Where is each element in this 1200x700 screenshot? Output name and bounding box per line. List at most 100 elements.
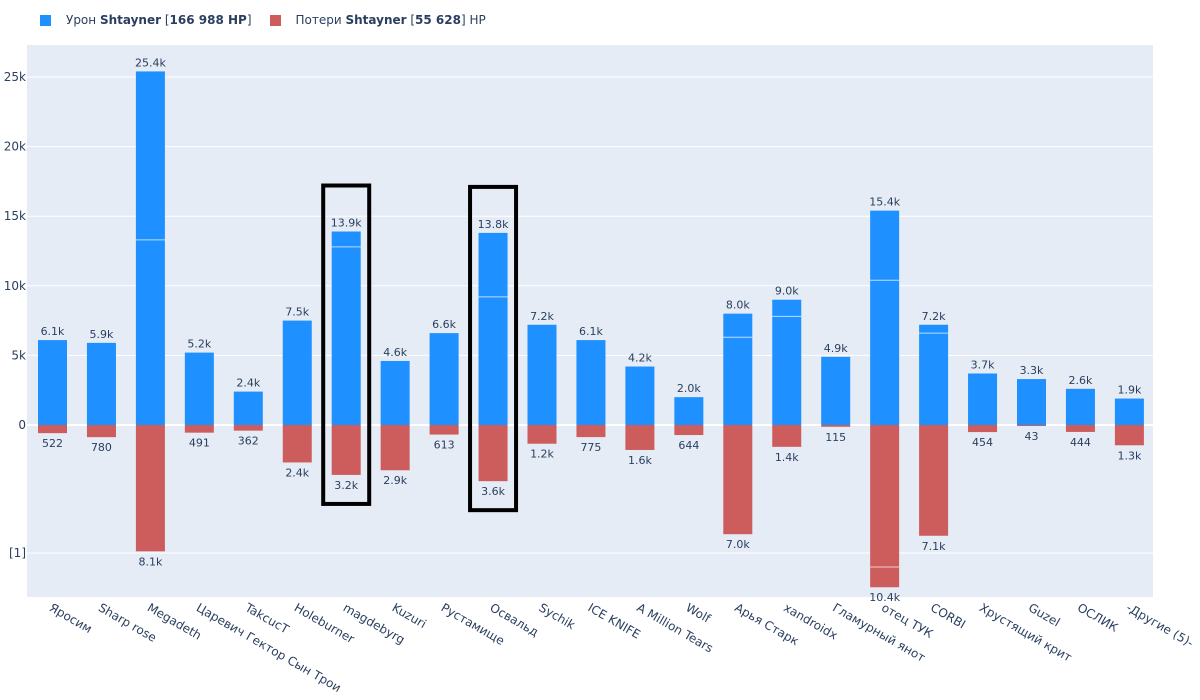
legend-swatch-losses — [269, 14, 281, 26]
highlight-boxes — [321, 183, 519, 513]
bar-losses[interactable] — [380, 425, 410, 471]
data-label-losses: 1.2k — [530, 448, 554, 461]
bar-losses[interactable] — [478, 425, 508, 482]
y-tick-label: 25k — [4, 70, 26, 84]
bar-damage[interactable] — [380, 360, 410, 425]
bar-damage[interactable] — [772, 299, 802, 425]
bar-damage[interactable] — [1114, 398, 1144, 425]
x-tick-label: Хрустящий крит — [977, 600, 1074, 664]
bar-losses[interactable] — [38, 425, 67, 434]
data-label-losses: 613 — [434, 439, 455, 452]
bar-losses[interactable] — [1114, 425, 1144, 446]
bar-losses[interactable] — [184, 425, 214, 433]
bar-losses[interactable] — [968, 425, 998, 433]
data-label-damage: 8.0k — [726, 299, 750, 312]
bar-losses[interactable] — [576, 425, 606, 438]
bar-damage[interactable] — [821, 356, 851, 425]
data-label-losses: 1.4k — [775, 451, 799, 464]
x-tick-label: CORBI — [928, 600, 968, 631]
y-tick-label: 15k — [4, 209, 26, 223]
legend-label-losses: Потери Shtayner [55 628] HP — [295, 13, 486, 27]
y-tick-label: 20k — [4, 140, 26, 154]
bar-damage[interactable] — [674, 397, 704, 425]
bar-losses[interactable] — [527, 425, 557, 444]
data-label-damage: 9.0k — [775, 285, 799, 298]
bar-losses[interactable] — [135, 425, 165, 552]
bar-damage[interactable] — [625, 366, 655, 425]
y-tick-label: 0 — [18, 418, 26, 432]
bar-damage[interactable] — [968, 373, 998, 425]
bar-damage[interactable] — [723, 313, 753, 425]
data-label-damage: 7.2k — [922, 310, 946, 323]
highlight-box — [321, 183, 372, 506]
data-label-losses: 3.2k — [334, 479, 358, 492]
bar-losses[interactable] — [919, 425, 949, 536]
bar-damage[interactable] — [1065, 388, 1095, 425]
x-tick-label: ICE KNIFE — [585, 600, 642, 641]
bar-damage[interactable] — [576, 340, 606, 425]
y-tick-label: 10k — [4, 279, 26, 293]
bar-losses[interactable] — [282, 425, 312, 463]
data-label-losses: 780 — [91, 441, 112, 454]
bar-damage[interactable] — [135, 71, 165, 425]
chart-legend: Урон Shtayner [166 988 HP] Потери Shtayn… — [40, 10, 504, 30]
bar-losses[interactable] — [86, 425, 116, 438]
bar-damage[interactable] — [38, 340, 67, 425]
bar-damage[interactable] — [282, 320, 312, 425]
data-label-damage: 3.7k — [971, 358, 995, 371]
data-label-losses: 362 — [238, 435, 259, 448]
data-label-damage: 7.2k — [530, 310, 554, 323]
bar-losses[interactable] — [870, 425, 900, 588]
data-label-damage: 1.9k — [1117, 384, 1141, 397]
bar-damage[interactable] — [919, 324, 949, 425]
bar-losses[interactable] — [331, 425, 361, 475]
data-label-damage: 4.9k — [824, 342, 848, 355]
data-label-losses: 3.6k — [481, 485, 505, 498]
bar-losses[interactable] — [674, 425, 704, 436]
bar-damage[interactable] — [86, 342, 116, 425]
bar-damage[interactable] — [1017, 379, 1046, 425]
bars — [38, 71, 1144, 588]
bar-damage[interactable] — [870, 210, 900, 425]
bar-losses[interactable] — [772, 425, 802, 447]
data-label-losses: 2.4k — [285, 466, 309, 479]
y-tick-label: [1] — [9, 546, 26, 560]
data-label-losses: 115 — [825, 431, 846, 444]
legend-item-losses[interactable]: Потери Shtayner [55 628] HP — [269, 13, 486, 27]
data-label-damage: 2.4k — [236, 377, 260, 390]
bar-losses[interactable] — [625, 425, 655, 450]
bar-damage[interactable] — [184, 352, 214, 425]
highlight-box — [468, 184, 519, 513]
data-label-losses: 7.0k — [726, 538, 750, 551]
x-tick-label: Гламурный янот — [830, 600, 927, 664]
bar-losses[interactable] — [429, 425, 459, 435]
data-label-damage: 6.6k — [432, 318, 456, 331]
data-label-damage: 13.8k — [478, 218, 509, 231]
bar-damage[interactable] — [527, 324, 557, 425]
data-label-losses: 522 — [42, 437, 63, 450]
x-tick-label: -Другие (5)- — [1124, 600, 1196, 650]
bar-damage[interactable] — [331, 231, 361, 425]
data-label-damage: 5.9k — [90, 328, 114, 341]
bar-losses[interactable] — [723, 425, 753, 535]
data-label-damage: 4.2k — [628, 352, 652, 365]
bar-damage[interactable] — [429, 333, 459, 425]
legend-label-damage: Урон Shtayner [166 988 HP] — [66, 13, 252, 27]
bar-damage[interactable] — [478, 232, 508, 425]
data-label-losses: 8.1k — [138, 555, 162, 568]
bar-losses[interactable] — [1065, 425, 1095, 432]
bar-damage[interactable] — [233, 391, 263, 425]
data-label-losses: 43 — [1025, 430, 1039, 443]
bar-losses[interactable] — [821, 425, 851, 427]
data-label-losses: 775 — [580, 441, 601, 454]
bar-losses[interactable] — [233, 425, 263, 431]
data-label-damage: 4.6k — [383, 346, 407, 359]
data-label-damage: 5.2k — [187, 338, 211, 351]
data-label-losses: 644 — [678, 439, 699, 452]
data-label-losses: 454 — [972, 436, 993, 449]
bar-losses[interactable] — [1017, 425, 1046, 426]
data-label-losses: 7.1k — [922, 540, 946, 553]
legend-item-damage[interactable]: Урон Shtayner [166 988 HP] — [40, 13, 252, 27]
